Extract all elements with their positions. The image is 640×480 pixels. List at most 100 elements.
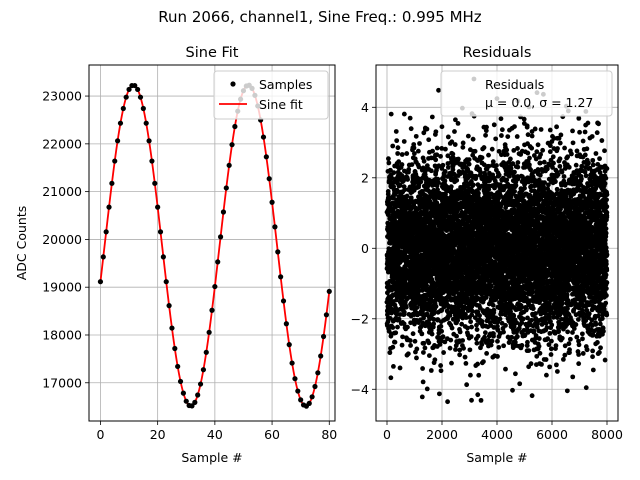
residual-point [414, 305, 420, 311]
residual-point [408, 126, 414, 132]
sample-point [295, 388, 301, 394]
residual-point [433, 129, 439, 135]
residual-point [422, 166, 428, 172]
sample-point [106, 204, 112, 210]
residual-point [418, 179, 424, 185]
residual-point [397, 365, 403, 371]
residual-point [401, 111, 407, 117]
sample-point [132, 82, 138, 89]
residual-point [481, 359, 486, 364]
residual-point [468, 334, 474, 340]
residual-point [395, 151, 401, 156]
sample-point [160, 254, 166, 260]
residual-point [469, 308, 475, 314]
residual-point [438, 323, 444, 329]
residual-point [394, 138, 400, 144]
residual-point [429, 331, 435, 337]
sample-point [126, 86, 132, 93]
residual-point [513, 183, 519, 188]
residual-point [424, 126, 430, 132]
residual-point [491, 122, 497, 128]
sample-point [306, 400, 312, 406]
residual-point [401, 139, 407, 144]
residual-point [426, 340, 432, 346]
residual-point [464, 382, 470, 388]
residual-point [496, 344, 502, 350]
residual-point [461, 345, 466, 351]
residual-point [410, 331, 416, 337]
sample-point [206, 329, 212, 335]
sample-point [286, 342, 292, 348]
residual-point [397, 182, 403, 188]
residual-point [499, 127, 505, 133]
sample-point [292, 376, 298, 382]
residual-point [494, 163, 499, 168]
residual-point [400, 334, 405, 340]
residual-point [439, 124, 445, 130]
sample-point [172, 345, 178, 352]
residual-point [421, 350, 426, 355]
residual-point [447, 345, 453, 351]
sample-point [166, 303, 172, 309]
residual-point [441, 350, 446, 355]
residual-point [386, 160, 392, 166]
sample-point [266, 176, 272, 182]
residual-point [403, 304, 409, 310]
residual-point [391, 170, 397, 176]
sine-fit-ytick-label: 23000 [42, 89, 82, 104]
sample-point [232, 123, 238, 130]
residual-point [394, 312, 400, 317]
sample-point [223, 185, 229, 191]
residual-point [490, 159, 496, 165]
residual-point [491, 333, 496, 339]
residual-point [421, 340, 427, 346]
residual-point [503, 366, 508, 372]
sine-fit-ytick-label: 18000 [42, 327, 82, 342]
residual-point [440, 162, 446, 168]
residual-point [390, 325, 396, 330]
residual-point [415, 148, 421, 154]
residual-point [501, 329, 506, 335]
residual-point [395, 324, 400, 330]
residual-point [436, 87, 441, 93]
residual-point [452, 129, 457, 134]
residual-point [476, 372, 482, 378]
residual-point [493, 136, 499, 142]
sine-fit-ticks: 0 20 40 60 801700018000190002000021000220002… [42, 89, 337, 442]
residual-point [508, 156, 513, 162]
residual-point [396, 159, 402, 165]
residual-point [413, 133, 419, 139]
residual-point [512, 188, 517, 194]
sample-point [175, 363, 181, 370]
residual-point [510, 387, 515, 393]
residual-point [407, 338, 413, 343]
sample-point [192, 399, 198, 405]
residual-point [445, 399, 450, 405]
residual-point [440, 334, 446, 340]
residual-point [412, 338, 418, 344]
sine-fit-ytick-label: 21000 [42, 184, 82, 199]
residual-point [412, 321, 417, 327]
sine-fit-ytick-label: 19000 [42, 280, 82, 295]
sine-fit-legend: Samples Sine fit [213, 70, 329, 120]
residual-point [438, 153, 443, 159]
residual-point [513, 371, 518, 377]
residual-point [474, 327, 480, 332]
residual-point [468, 319, 474, 325]
residual-point [405, 177, 410, 182]
sample-point [263, 154, 269, 160]
residual-point [396, 316, 402, 322]
sample-point [120, 105, 126, 112]
legend-sine-fit-label: Sine fit [259, 97, 303, 112]
sample-point [200, 367, 207, 373]
sample-point [289, 360, 295, 366]
sample-point [272, 224, 278, 230]
sample-point [318, 353, 324, 359]
residual-point [515, 160, 521, 165]
sample-point [103, 229, 109, 235]
residual-point [476, 190, 481, 196]
residual-point [433, 304, 439, 309]
residual-point [388, 375, 394, 381]
residual-point [404, 151, 410, 156]
